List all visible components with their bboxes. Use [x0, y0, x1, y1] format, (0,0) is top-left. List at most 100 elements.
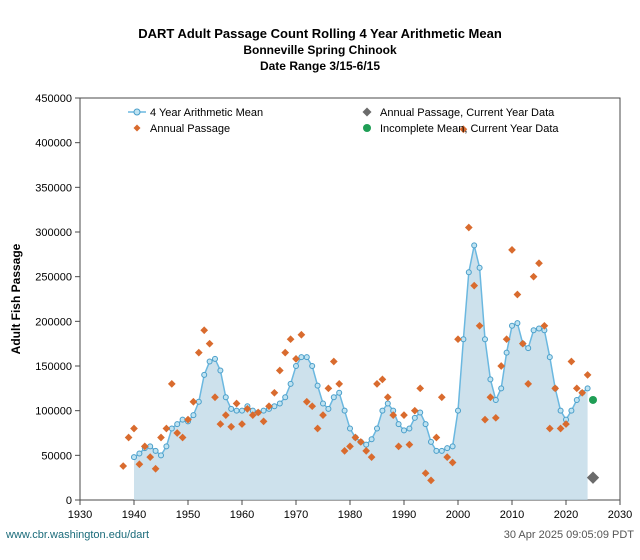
annual-marker: [535, 259, 543, 267]
legend-annual-label: Annual Passage: [150, 123, 230, 135]
y-tick-label: 450000: [35, 93, 72, 105]
mean-marker: [375, 426, 380, 431]
x-tick-label: 2030: [608, 509, 632, 521]
chart-svg: DART Adult Passage Count Rolling 4 Year …: [0, 0, 640, 560]
mean-marker: [569, 408, 574, 413]
legend-mean-marker: [134, 109, 140, 115]
legend-annual-cy-marker: [363, 108, 372, 117]
footer-left: www.cbr.washington.edu/dart: [5, 529, 149, 541]
mean-marker: [439, 448, 444, 453]
footer-right: 30 Apr 2025 09:05:09 PDT: [504, 529, 635, 541]
annual-marker: [330, 358, 338, 366]
y-tick-label: 150000: [35, 361, 72, 373]
mean-marker: [164, 444, 169, 449]
annual-marker: [271, 389, 279, 397]
mean-marker: [585, 386, 590, 391]
mean-marker: [331, 395, 336, 400]
annual-marker: [416, 384, 424, 392]
mean-marker: [493, 397, 498, 402]
annual-marker: [298, 331, 306, 339]
mean-marker: [202, 372, 207, 377]
mean-marker: [315, 383, 320, 388]
annual-marker: [276, 367, 284, 375]
mean-marker: [456, 408, 461, 413]
annual-marker: [379, 376, 387, 384]
mean-marker: [499, 386, 504, 391]
mean-marker: [407, 426, 412, 431]
mean-marker: [229, 406, 234, 411]
mean-marker: [304, 355, 309, 360]
x-tick-label: 1980: [338, 509, 362, 521]
mean-marker: [326, 406, 331, 411]
y-tick-label: 0: [66, 495, 72, 507]
mean-marker: [445, 446, 450, 451]
y-tick-label: 100000: [35, 406, 72, 418]
legend-annual-cy-label: Annual Passage, Current Year Data: [380, 107, 555, 119]
x-tick-label: 2020: [554, 509, 578, 521]
annual-marker: [157, 434, 165, 442]
x-tick-label: 2000: [446, 509, 470, 521]
mean-marker: [283, 395, 288, 400]
y-tick-label: 250000: [35, 272, 72, 284]
mean-marker: [223, 395, 228, 400]
mean-marker: [429, 439, 434, 444]
annual-marker: [454, 335, 462, 343]
mean-marker: [137, 451, 142, 456]
y-tick-label: 400000: [35, 138, 72, 150]
annual-marker: [400, 411, 408, 419]
legend-mean-label: 4 Year Arithmetic Mean: [150, 107, 263, 119]
mean-marker: [531, 328, 536, 333]
mean-marker: [477, 265, 482, 270]
mean-marker: [342, 408, 347, 413]
annual-marker: [373, 380, 381, 388]
annual-cy-marker: [587, 472, 599, 484]
mean-marker: [537, 326, 542, 331]
y-axis-label: Adult Fish Passage: [9, 243, 23, 354]
annual-marker: [163, 425, 171, 433]
y-tick-label: 200000: [35, 316, 72, 328]
mean-marker: [515, 321, 520, 326]
y-tick-label: 350000: [35, 182, 72, 194]
x-tick-label: 1950: [176, 509, 200, 521]
annual-marker: [125, 434, 133, 442]
annual-marker: [287, 335, 295, 343]
annual-marker: [119, 462, 127, 470]
mean-marker: [466, 270, 471, 275]
mean-marker: [364, 442, 369, 447]
mean-marker: [213, 356, 218, 361]
legend-incomplete-label: Incomplete Mean, Current Year Data: [380, 123, 559, 135]
annual-marker: [584, 371, 592, 379]
mean-marker: [402, 428, 407, 433]
annual-marker: [190, 398, 198, 406]
annual-marker: [573, 384, 581, 392]
mean-marker: [234, 408, 239, 413]
mean-marker: [207, 359, 212, 364]
annual-marker: [438, 393, 446, 401]
mean-marker: [175, 422, 180, 427]
annual-marker: [195, 349, 203, 357]
mean-marker: [348, 426, 353, 431]
annual-marker: [325, 384, 333, 392]
legend-incomplete-marker: [363, 124, 371, 132]
annual-marker: [384, 393, 392, 401]
mean-marker: [558, 408, 563, 413]
mean-marker: [288, 381, 293, 386]
mean-marker: [310, 364, 315, 369]
mean-marker: [423, 422, 428, 427]
mean-marker: [504, 350, 509, 355]
mean-marker: [132, 455, 137, 460]
x-tick-label: 1960: [230, 509, 254, 521]
annual-marker: [335, 380, 343, 388]
mean-marker: [380, 408, 385, 413]
chart-title-line1: DART Adult Passage Count Rolling 4 Year …: [138, 26, 502, 41]
x-tick-label: 1930: [68, 509, 92, 521]
mean-marker: [547, 355, 552, 360]
annual-marker: [233, 400, 241, 408]
annual-marker: [508, 246, 516, 254]
mean-marker: [191, 413, 196, 418]
annual-marker: [465, 224, 473, 232]
y-tick-label: 300000: [35, 227, 72, 239]
mean-marker: [294, 364, 299, 369]
mean-marker: [412, 415, 417, 420]
mean-marker: [153, 448, 158, 453]
